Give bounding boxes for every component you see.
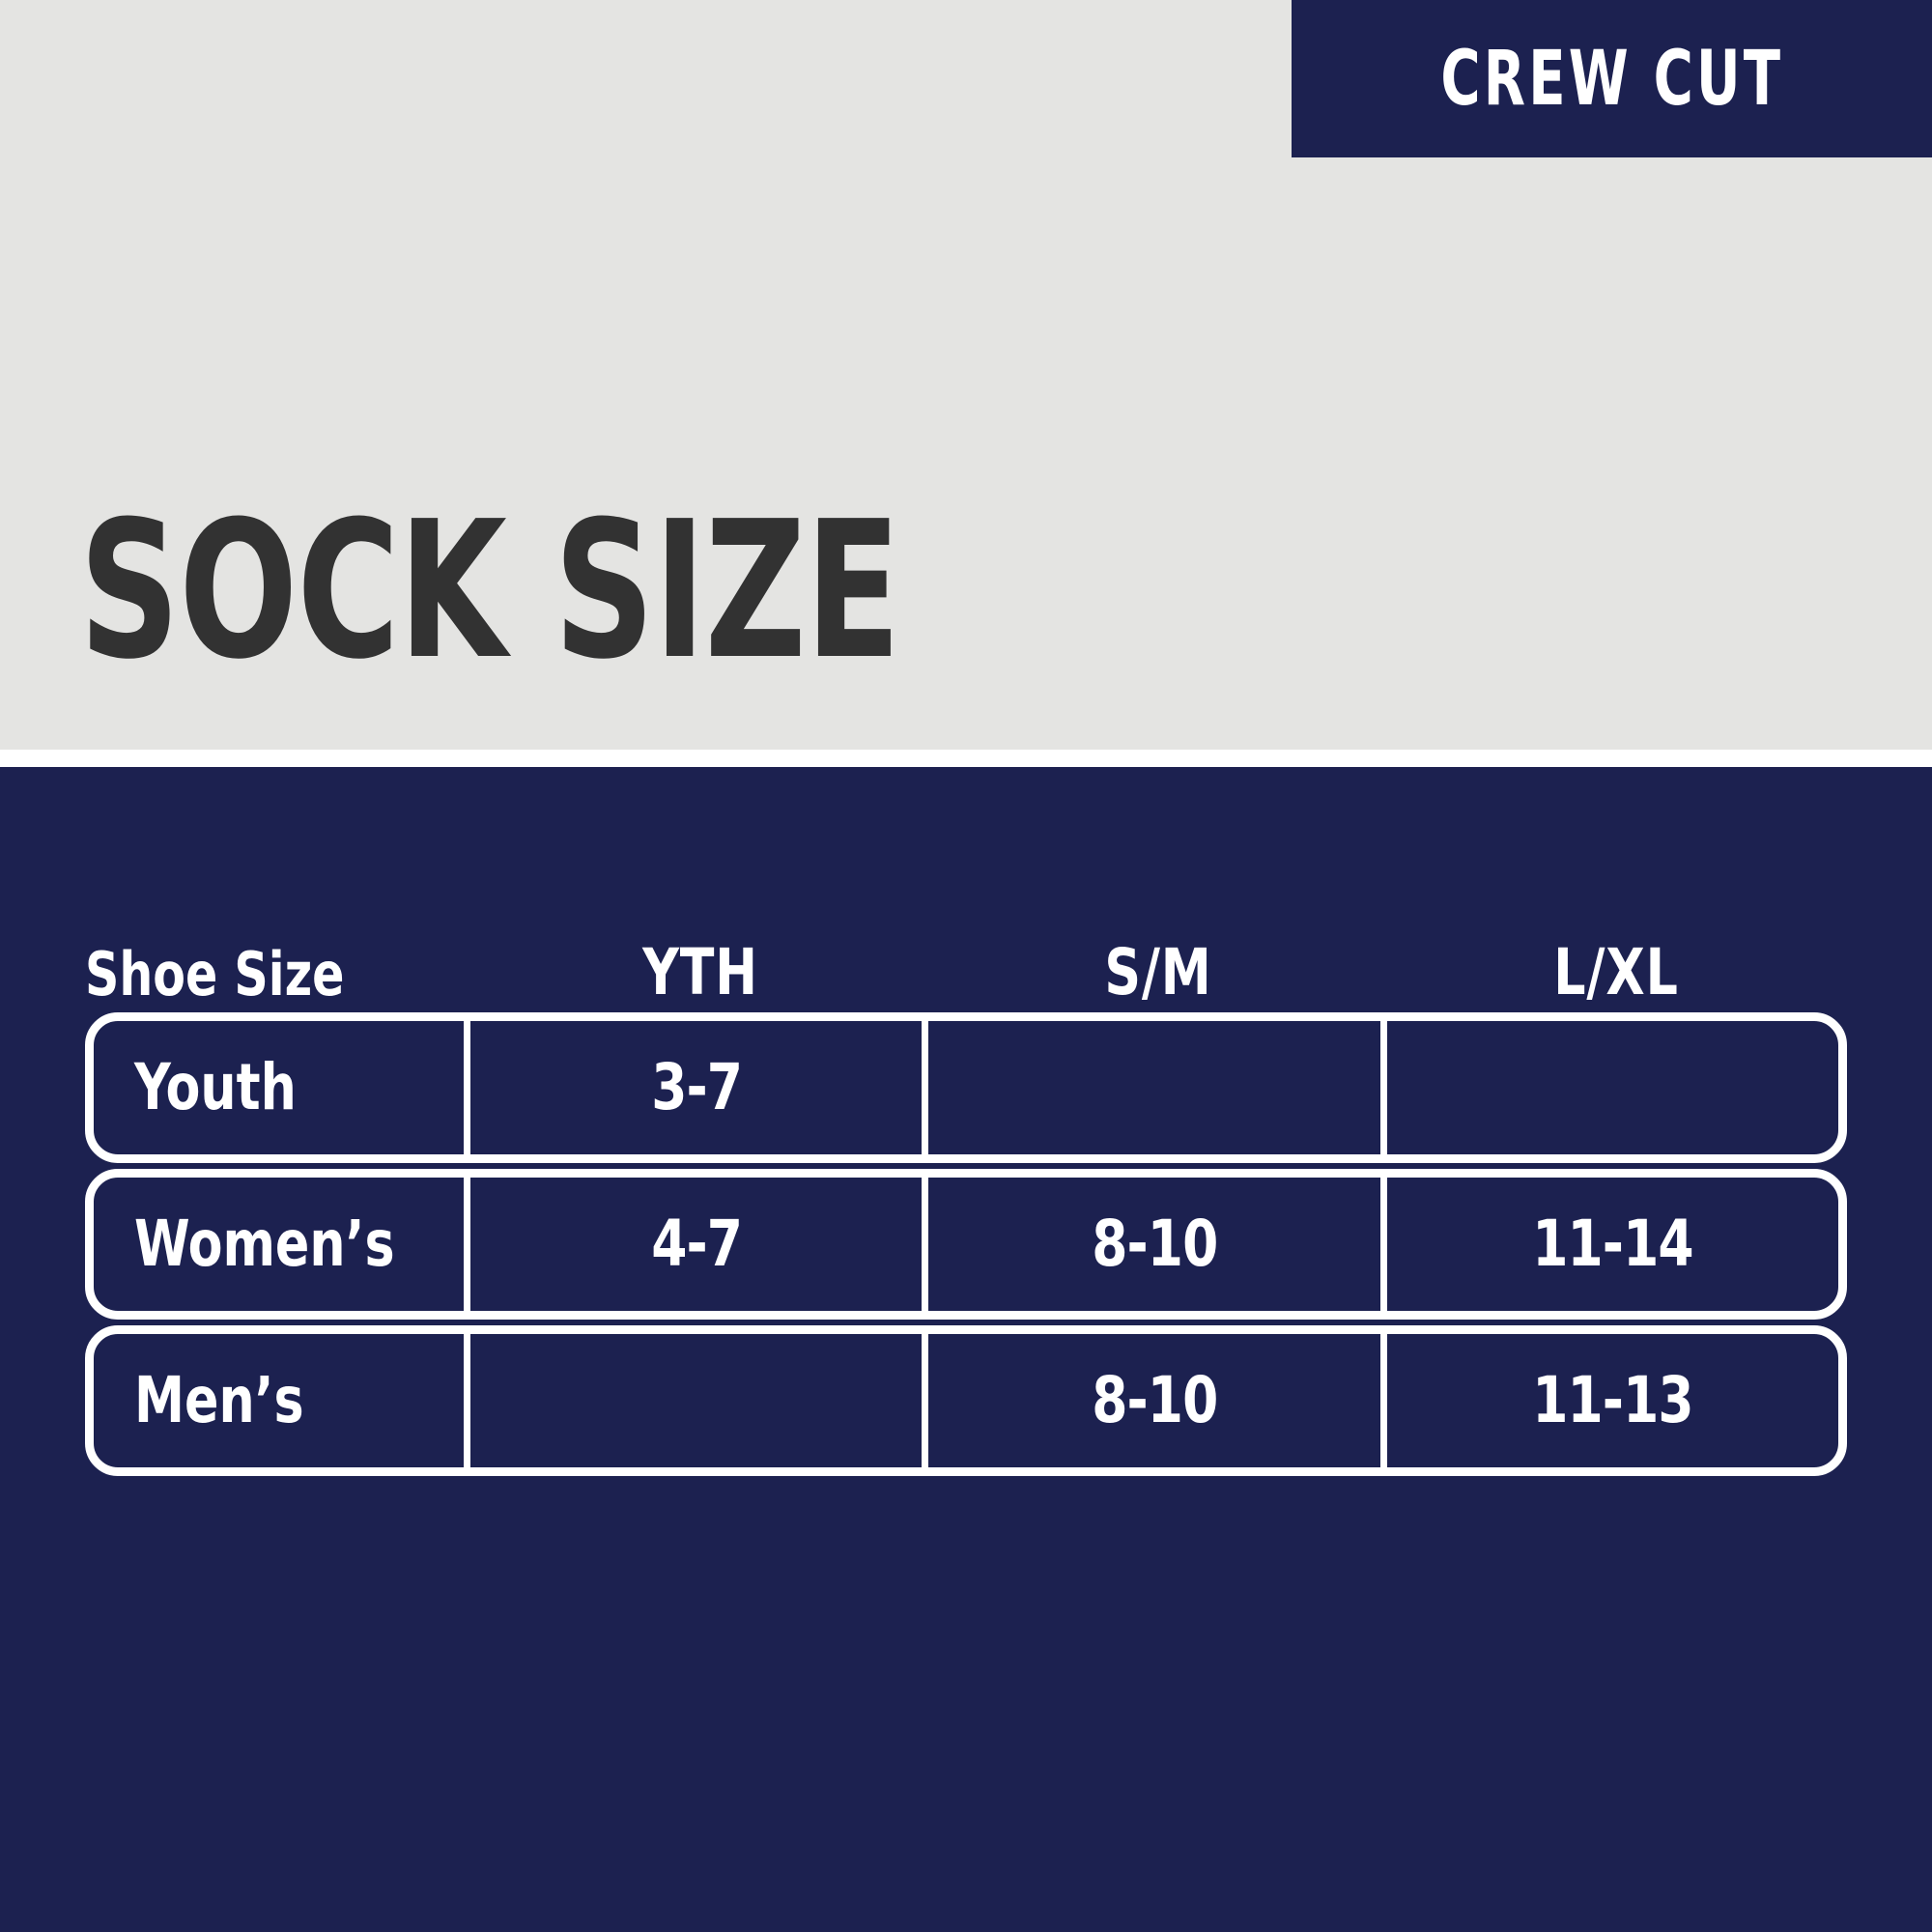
row-label-cell: Women’s: [94, 1178, 470, 1311]
cell-sm: [928, 1021, 1387, 1154]
header-panel: CREW CUT SOCK SIZE GUIDE.: [0, 0, 1932, 1213]
row-label-cell: Men’s: [94, 1334, 470, 1467]
row-label-text: Youth: [134, 1050, 297, 1124]
row-label-text: Men’s: [134, 1363, 304, 1437]
cell-lxl: 11-13: [1387, 1334, 1838, 1467]
table-row: Women’s 4-7 8-10 11-14: [85, 1169, 1847, 1320]
cell-sm-text: 8-10: [1091, 1363, 1218, 1437]
table-body: Youth 3-7 Women’s: [85, 1012, 1847, 1476]
cell-yth: [470, 1334, 929, 1467]
row-label-text: Women’s: [134, 1207, 395, 1281]
cut-badge-label: CREW CUT: [1440, 35, 1783, 123]
column-header-yth: YTH: [642, 935, 758, 1009]
body-panel: Shoe Size YTH S/M L/XL Youth 3-7: [0, 767, 1932, 1932]
cell-yth: 3-7: [470, 1021, 929, 1154]
table-row: Men’s 8-10 11-13: [85, 1325, 1847, 1476]
cell-sm-text: 8-10: [1091, 1207, 1218, 1281]
table-row: Youth 3-7: [85, 1012, 1847, 1163]
cell-yth: 4-7: [470, 1178, 929, 1311]
page-title-line-1: SOCK SIZE: [79, 480, 900, 701]
table-header-row: Shoe Size YTH S/M L/XL: [85, 908, 1847, 1005]
cell-sm: 8-10: [928, 1334, 1387, 1467]
column-header-sm: S/M: [1104, 935, 1212, 1009]
cell-yth-text: 3-7: [650, 1050, 743, 1124]
cut-badge: CREW CUT: [1292, 0, 1932, 157]
cell-lxl-text: 11-13: [1532, 1363, 1693, 1437]
cell-sm: 8-10: [928, 1178, 1387, 1311]
size-table: Shoe Size YTH S/M L/XL Youth 3-7: [85, 908, 1847, 1476]
cell-lxl-text: 11-14: [1532, 1207, 1693, 1281]
column-header-shoe-size: Shoe Size: [85, 939, 345, 1009]
cell-yth-text: 4-7: [650, 1207, 743, 1281]
cell-lxl: 11-14: [1387, 1178, 1838, 1311]
cell-lxl: [1387, 1021, 1838, 1154]
column-header-lxl: L/XL: [1553, 935, 1679, 1009]
row-label-cell: Youth: [94, 1021, 470, 1154]
